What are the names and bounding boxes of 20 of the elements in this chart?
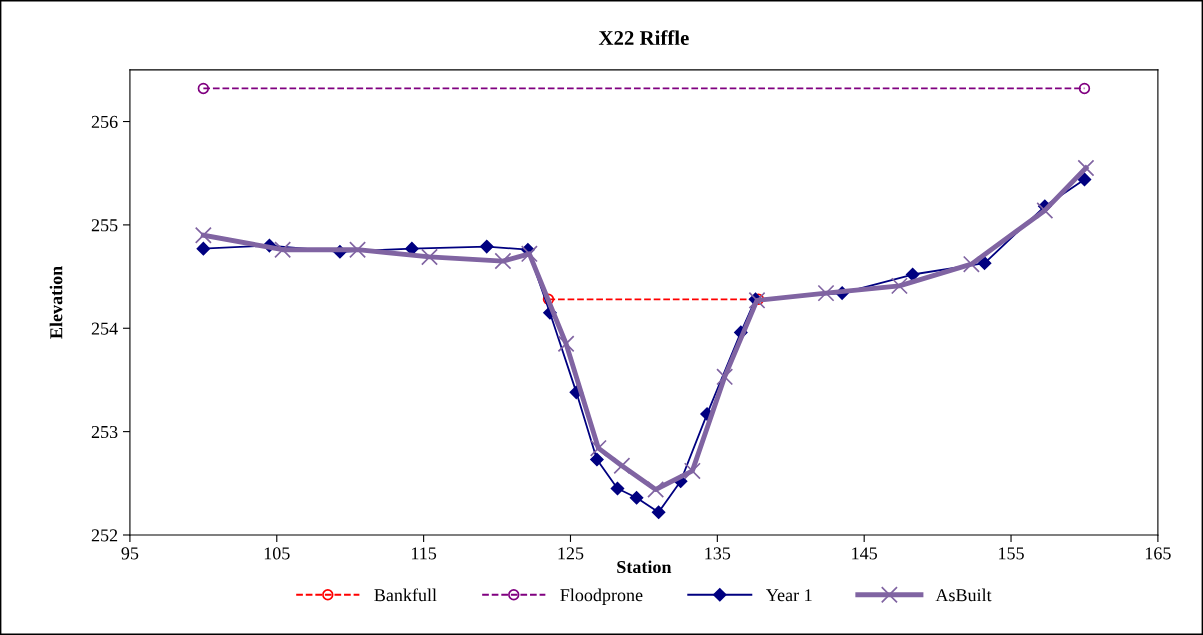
x-tick-label: 115 [412, 547, 437, 560]
y-tick-label: 256 [91, 115, 118, 128]
y-tick-label: 255 [91, 219, 118, 232]
legend-label: Floodprone [560, 588, 643, 605]
y-axis-title: Elevation [49, 266, 63, 339]
y-tick-label: 253 [91, 425, 118, 439]
x-tick-label: 155 [999, 547, 1024, 560]
legend-label: Year 1 [766, 589, 812, 602]
legend-label: Bankfull [374, 588, 437, 602]
x-tick-label: 145 [852, 547, 878, 560]
x-tick-label: 135 [705, 547, 731, 560]
x-tick-label: 95 [121, 547, 139, 560]
x-axis-title: Station [617, 560, 672, 574]
chart-title: X22 Riffle [598, 30, 689, 46]
y-tick-label: 254 [91, 322, 118, 335]
x-tick-label: 165 [1145, 547, 1171, 560]
legend-label: AsBuilt [935, 588, 992, 602]
x-tick-label: 125 [558, 547, 584, 560]
x-tick-label: 105 [264, 547, 290, 560]
y-tick-label: 252 [91, 529, 118, 542]
